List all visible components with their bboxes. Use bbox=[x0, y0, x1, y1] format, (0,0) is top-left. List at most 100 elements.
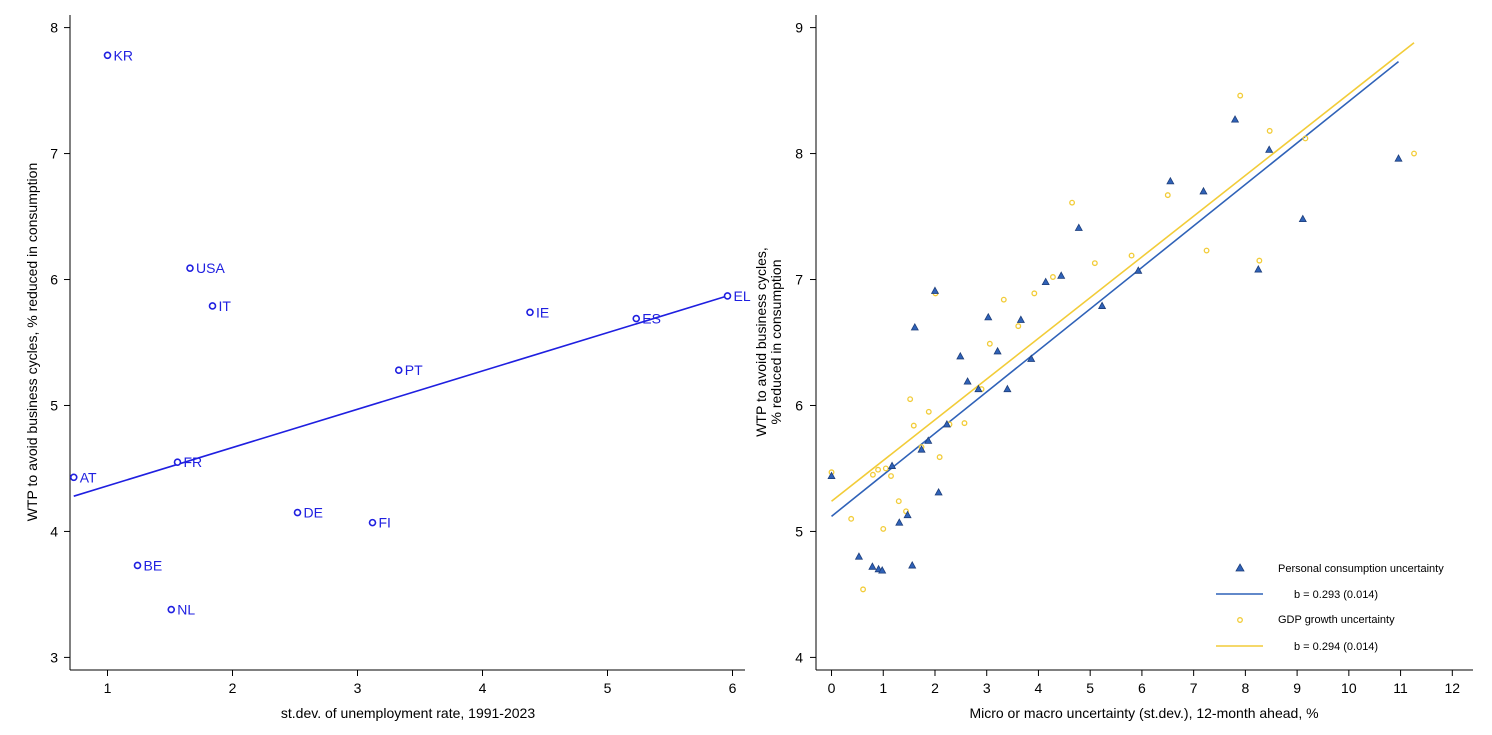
x-tick-label: 1 bbox=[104, 680, 112, 696]
gdp-growth-point bbox=[1302, 135, 1309, 142]
gdp-growth-point bbox=[1049, 274, 1056, 280]
personal-consumption-point bbox=[1027, 354, 1036, 362]
left-points: KR USA IT IE ES EL PT FR AT DE FI BE NL bbox=[69, 47, 751, 618]
personal-consumption-fit-line bbox=[831, 60, 1400, 517]
gdp-growth-point bbox=[848, 515, 855, 522]
legend-label-gdp-growth: GDP growth uncertainty bbox=[1278, 614, 1395, 626]
legend-fit-personal-consumption: b = 0.293 (0.014) bbox=[1294, 589, 1378, 601]
legend-marker-gdp-growth bbox=[1237, 617, 1243, 623]
right-x-ticks: 0 1 2 3 4 5 6 7 8 9 10 11 12 bbox=[828, 670, 1460, 696]
x-tick-label: 6 bbox=[729, 680, 737, 696]
gdp-growth-point bbox=[936, 454, 943, 461]
y-tick-label: 8 bbox=[795, 146, 803, 162]
gdp-growth-point bbox=[1256, 257, 1263, 264]
y-tick-label: 7 bbox=[795, 272, 803, 288]
point-label-be: BE bbox=[144, 557, 163, 573]
gdp-growth-point bbox=[1128, 252, 1135, 259]
personal-consumption-point bbox=[1098, 301, 1107, 309]
point-at bbox=[69, 473, 78, 482]
gdp-growth-point bbox=[888, 473, 894, 479]
left-y-ticks: 3 4 5 6 7 8 bbox=[50, 20, 70, 665]
personal-consumption-point bbox=[917, 445, 926, 453]
point-de bbox=[293, 508, 302, 517]
point-fr bbox=[173, 458, 182, 466]
y-tick-label: 4 bbox=[50, 523, 58, 539]
personal-consumption-point bbox=[1230, 115, 1240, 123]
x-tick-label: 4 bbox=[479, 680, 487, 696]
gdp-growth-point bbox=[895, 498, 902, 505]
gdp-growth-point bbox=[1164, 192, 1171, 199]
gdp-growth-point bbox=[882, 465, 889, 472]
x-tick-label: 7 bbox=[1190, 680, 1198, 696]
legend: Personal consumption uncertainty b = 0.2… bbox=[1216, 563, 1444, 653]
legend-fit-gdp-growth: b = 0.294 (0.014) bbox=[1294, 641, 1378, 653]
personal-consumption-point bbox=[1298, 214, 1307, 223]
gdp-growth-point bbox=[1031, 290, 1038, 297]
personal-consumption-point bbox=[942, 419, 951, 428]
point-label-fr: FR bbox=[184, 454, 203, 470]
personal-consumption-point bbox=[910, 322, 919, 331]
personal-consumption-point bbox=[1265, 145, 1274, 153]
point-label-de: DE bbox=[304, 505, 323, 521]
point-label-ie: IE bbox=[536, 304, 549, 320]
gdp-growth-point bbox=[875, 466, 882, 473]
personal-consumption-point bbox=[993, 346, 1002, 355]
point-label-usa: USA bbox=[196, 260, 225, 276]
x-tick-label: 2 bbox=[229, 680, 237, 696]
gdp-growth-point bbox=[1237, 92, 1244, 99]
x-tick-label: 4 bbox=[1035, 680, 1043, 696]
gdp-growth-point bbox=[1266, 127, 1273, 134]
personal-consumption-point bbox=[868, 562, 877, 570]
gdp-growth-point bbox=[925, 408, 932, 415]
x-tick-label: 9 bbox=[1293, 680, 1301, 696]
x-tick-label: 1 bbox=[879, 680, 887, 696]
x-tick-label: 11 bbox=[1393, 680, 1408, 696]
personal-consumption-point bbox=[974, 384, 983, 393]
point-label-it: IT bbox=[219, 298, 232, 314]
point-ie bbox=[526, 308, 534, 317]
point-be bbox=[133, 561, 142, 570]
personal-consumption-point bbox=[1057, 271, 1066, 279]
left-x-axis-label: st.dev. of unemployment rate, 1991-2023 bbox=[281, 705, 535, 721]
y-tick-label: 6 bbox=[795, 397, 803, 413]
point-usa bbox=[186, 264, 194, 272]
left-x-ticks: 1 2 3 4 5 6 bbox=[104, 670, 737, 696]
personal-consumption-point bbox=[934, 487, 943, 496]
personal-consumption-point bbox=[930, 286, 940, 294]
personal-consumption-point bbox=[895, 518, 904, 526]
gdp-growth-point bbox=[907, 396, 914, 403]
x-tick-label: 2 bbox=[931, 680, 939, 696]
y-tick-label: 7 bbox=[50, 146, 58, 162]
gdp-growth-fit-line bbox=[831, 42, 1415, 502]
gdp-growth-point bbox=[860, 586, 867, 593]
point-it bbox=[208, 302, 217, 310]
point-es bbox=[632, 314, 641, 323]
gdp-growth-point bbox=[1069, 199, 1076, 206]
y-tick-label: 4 bbox=[795, 649, 803, 665]
gdp-growth-point bbox=[1203, 247, 1210, 254]
x-tick-label: 6 bbox=[1138, 680, 1146, 696]
point-el bbox=[723, 292, 732, 300]
gdp-growth-point bbox=[910, 422, 917, 429]
personal-consumption-point bbox=[827, 471, 836, 480]
point-kr bbox=[103, 51, 112, 60]
personal-consumption-point bbox=[1016, 315, 1025, 323]
point-label-el: EL bbox=[734, 288, 751, 304]
personal-consumption-point bbox=[1199, 186, 1208, 195]
right-y-axis-label-line1: WTP to avoid business cycles, bbox=[753, 247, 769, 437]
x-tick-label: 8 bbox=[1241, 680, 1249, 696]
right-x-axis-label: Micro or macro uncertainty (st.dev.), 12… bbox=[969, 705, 1318, 721]
point-fi bbox=[368, 518, 377, 527]
personal-consumption-point bbox=[1074, 223, 1083, 231]
gdp-growth-point bbox=[1091, 260, 1098, 267]
y-tick-label: 3 bbox=[50, 649, 58, 665]
personal-consumption-point bbox=[854, 552, 864, 560]
y-tick-label: 5 bbox=[795, 523, 803, 539]
right-y-axis-label-line2: % reduced in consumption bbox=[768, 260, 784, 425]
personal-consumption-point bbox=[878, 566, 887, 574]
x-tick-label: 0 bbox=[828, 680, 836, 696]
y-tick-label: 5 bbox=[50, 397, 58, 413]
y-tick-label: 6 bbox=[50, 272, 58, 288]
